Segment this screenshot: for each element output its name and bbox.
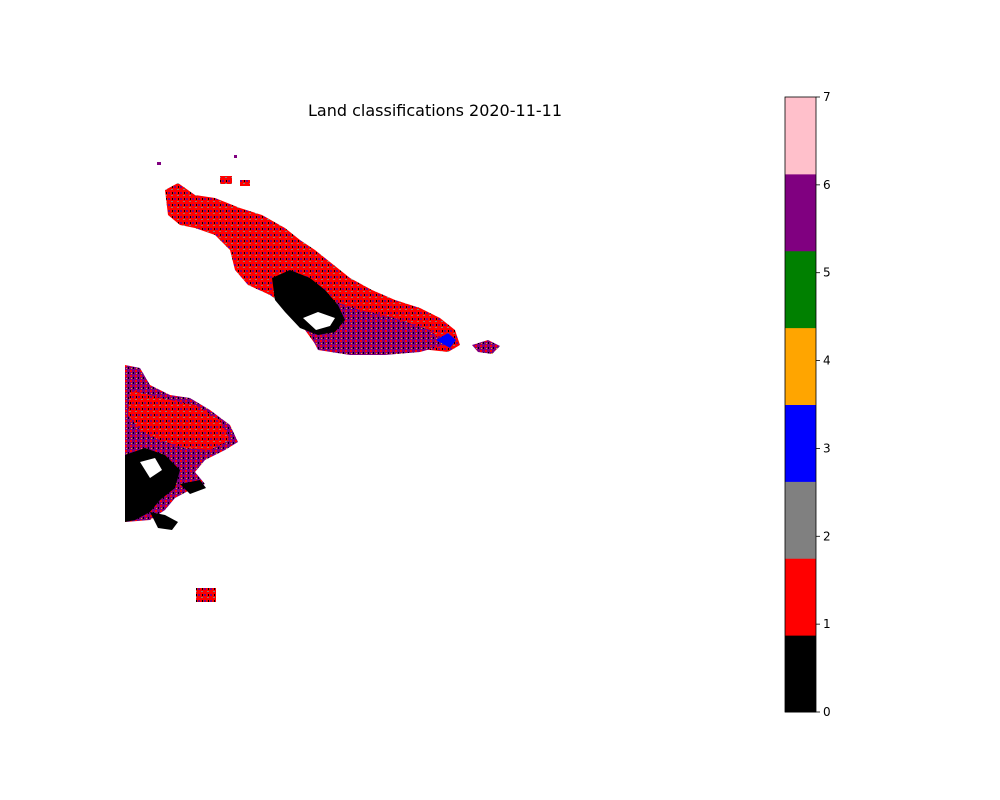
colorbar-segment-3 <box>785 404 816 482</box>
islet-3 <box>157 162 161 165</box>
island-upper-white-gap <box>303 312 335 330</box>
island-upper-tip <box>472 340 500 354</box>
colorbar-frame <box>784 96 817 713</box>
islet-1 <box>220 176 232 184</box>
colorbar-segment-4 <box>785 327 816 405</box>
colorbar-tick-label: 4 <box>823 354 831 368</box>
colorbar-segment-0 <box>785 635 816 713</box>
colorbar-tick-label: 7 <box>823 90 831 104</box>
colorbar-segment-7 <box>785 97 816 175</box>
islet-5 <box>196 588 216 602</box>
colorbar-segment-1 <box>785 558 816 636</box>
island-lower-black <box>125 448 180 522</box>
colorbar-tick-label: 2 <box>823 529 831 543</box>
island-upper-blue <box>436 333 456 348</box>
chart-title: Land classifications 2020-11-11 <box>308 101 562 120</box>
island-lower-white-gap <box>140 458 162 478</box>
island-lower-black-2 <box>150 512 178 530</box>
colorbar-tick-label: 0 <box>823 705 831 719</box>
islet-4 <box>234 155 237 158</box>
colorbar-segments <box>785 97 816 713</box>
island-lower-black-3 <box>180 480 206 494</box>
colorbar-tick-label: 5 <box>823 266 831 280</box>
island-lower-red <box>128 390 230 450</box>
colorbar-segment-6 <box>785 173 816 252</box>
colorbar-ticks: 0 1 2 3 4 5 6 7 <box>816 90 831 719</box>
colorbar-tick-label: 1 <box>823 617 831 631</box>
colorbar-segment-2 <box>785 481 816 559</box>
island-lower <box>125 365 238 602</box>
island-upper <box>157 155 500 355</box>
colorbar-segment-5 <box>785 250 816 329</box>
colorbar-tick-label: 6 <box>823 178 831 192</box>
island-upper-land <box>165 183 460 355</box>
islet-2 <box>240 180 250 186</box>
colorbar-tick-label: 3 <box>823 441 831 455</box>
